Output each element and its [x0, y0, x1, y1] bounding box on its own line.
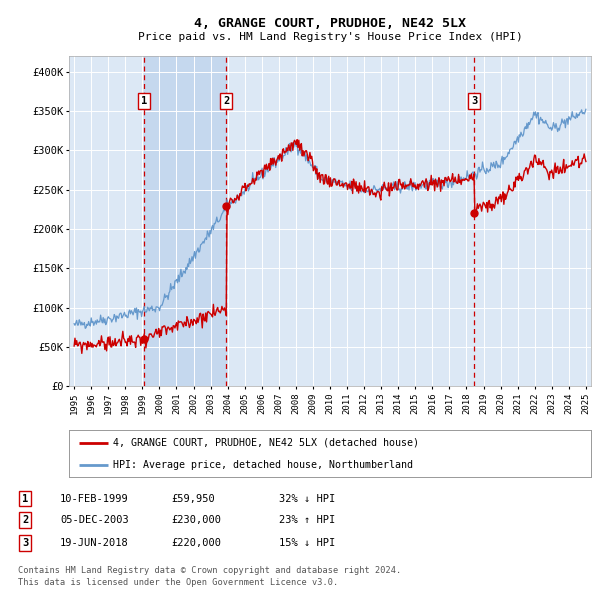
Text: 19-JUN-2018: 19-JUN-2018 [60, 538, 129, 548]
Text: 4, GRANGE COURT, PRUDHOE, NE42 5LX (detached house): 4, GRANGE COURT, PRUDHOE, NE42 5LX (deta… [113, 438, 419, 448]
Text: £59,950: £59,950 [171, 494, 215, 503]
Text: 23% ↑ HPI: 23% ↑ HPI [279, 516, 335, 525]
Text: 10-FEB-1999: 10-FEB-1999 [60, 494, 129, 503]
Text: Contains HM Land Registry data © Crown copyright and database right 2024.: Contains HM Land Registry data © Crown c… [18, 566, 401, 575]
Text: £220,000: £220,000 [171, 538, 221, 548]
Text: £230,000: £230,000 [171, 516, 221, 525]
Text: 2: 2 [223, 96, 229, 106]
Text: 3: 3 [471, 96, 478, 106]
Text: Price paid vs. HM Land Registry's House Price Index (HPI): Price paid vs. HM Land Registry's House … [137, 32, 523, 42]
Text: 05-DEC-2003: 05-DEC-2003 [60, 516, 129, 525]
Text: 15% ↓ HPI: 15% ↓ HPI [279, 538, 335, 548]
Text: 3: 3 [22, 538, 28, 548]
Text: 2: 2 [22, 516, 28, 525]
Text: 1: 1 [141, 96, 148, 106]
Bar [144, 56, 226, 386]
Text: 32% ↓ HPI: 32% ↓ HPI [279, 494, 335, 503]
Text: 1: 1 [22, 494, 28, 503]
Text: HPI: Average price, detached house, Northumberland: HPI: Average price, detached house, Nort… [113, 460, 413, 470]
Text: 4, GRANGE COURT, PRUDHOE, NE42 5LX: 4, GRANGE COURT, PRUDHOE, NE42 5LX [194, 17, 466, 30]
Text: This data is licensed under the Open Government Licence v3.0.: This data is licensed under the Open Gov… [18, 578, 338, 588]
